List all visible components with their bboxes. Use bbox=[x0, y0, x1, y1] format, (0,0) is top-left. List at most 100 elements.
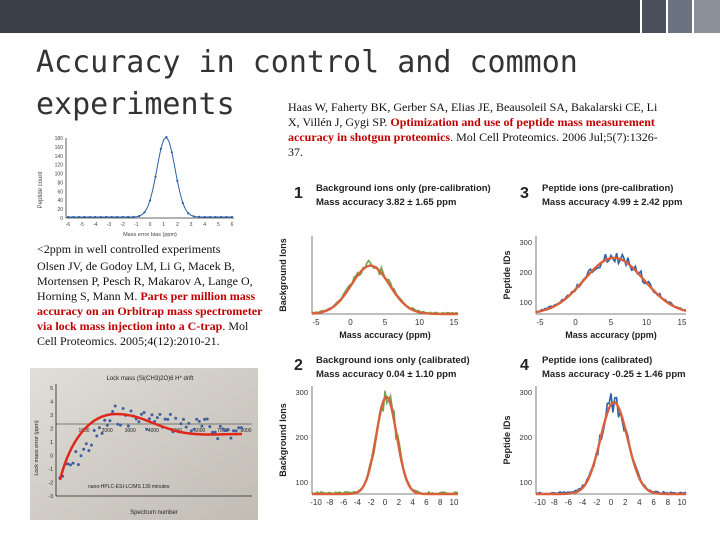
panel-number: 1 bbox=[294, 185, 303, 202]
top-banner-block bbox=[642, 0, 666, 33]
histogram-ytick-label: 180 bbox=[55, 136, 64, 142]
lockmass-point bbox=[71, 461, 75, 465]
histogram-ytick-label: 160 bbox=[55, 145, 64, 151]
panel-xtick-label: -6 bbox=[340, 498, 348, 506]
panel-observed-curve bbox=[535, 393, 687, 495]
panel-ytick-label: 100 bbox=[519, 298, 532, 307]
lockmass-point bbox=[195, 417, 199, 421]
lockmass-point bbox=[92, 429, 96, 432]
lockmass-point bbox=[168, 412, 172, 416]
histogram-xtick-label: 2 bbox=[176, 222, 179, 228]
lockmass-point bbox=[66, 462, 70, 466]
panel-xtick-label: 2 bbox=[623, 498, 628, 506]
lockmass-point bbox=[145, 427, 149, 431]
lockmass-title: Lock mass (Si(CH3)2O)6 H* drift bbox=[106, 376, 193, 382]
lockmass-ytick-label: 0 bbox=[50, 454, 53, 460]
histogram-xtick-label: -2 bbox=[120, 222, 125, 228]
lockmass-point bbox=[237, 426, 241, 430]
panel-ylabel: Background Ions bbox=[278, 238, 288, 312]
lockmass-point bbox=[218, 424, 222, 428]
panel-xtick-label: -8 bbox=[326, 498, 334, 506]
lockmass-point bbox=[197, 419, 201, 423]
histogram-ytick-label: 120 bbox=[55, 163, 64, 169]
histogram-point bbox=[94, 215, 97, 219]
lockmass-point bbox=[76, 463, 80, 467]
panel-accuracy: Mass accuracy 0.04 ± 1.10 ppm bbox=[316, 369, 456, 380]
lockmass-point bbox=[90, 443, 93, 447]
panel-xtick-label: 0 bbox=[573, 318, 578, 327]
lockmass-point bbox=[179, 422, 183, 426]
lockmass-ytick-label: 3 bbox=[50, 413, 53, 419]
lockmass-point bbox=[82, 447, 86, 451]
panel-fit-curve bbox=[535, 256, 687, 314]
histogram-xtick-label: 4 bbox=[203, 222, 206, 228]
panel-title: Background ions only (calibrated) bbox=[316, 355, 470, 366]
panel-xtick-label: -2 bbox=[593, 498, 601, 506]
panel-xtick-label: 0 bbox=[348, 318, 353, 327]
citation-caption: <2ppm in well controlled experiments bbox=[37, 242, 221, 256]
lockmass-point bbox=[140, 412, 143, 416]
lockmass-point bbox=[239, 426, 243, 430]
lockmass-figure: Lock mass (Si(CH3)2O)6 H* drift Lock mas… bbox=[30, 368, 258, 520]
panel-xtick-label: -6 bbox=[565, 498, 573, 506]
lockmass-xtick-label: 6000 bbox=[194, 428, 205, 434]
top-banner-block bbox=[694, 0, 720, 33]
lockmass-point bbox=[203, 417, 207, 421]
histogram-ytick-label: 20 bbox=[57, 207, 63, 213]
panel-xtick-label: -4 bbox=[354, 498, 362, 506]
lockmass-ytick-label: -1 bbox=[49, 467, 54, 473]
mass-accuracy-panels: 1 Background ions only (pre-calibration) M… bbox=[278, 183, 687, 506]
panel-ylabel: Peptide IDs bbox=[502, 415, 512, 464]
histogram-point bbox=[143, 211, 146, 214]
panel-ytick-label: 100 bbox=[519, 478, 532, 487]
lockmass-point bbox=[100, 431, 104, 435]
histogram-ytick-label: 100 bbox=[55, 172, 64, 178]
lockmass-point bbox=[184, 425, 188, 429]
panel-xtick-label: -4 bbox=[579, 498, 587, 506]
lockmass-point bbox=[103, 418, 107, 422]
top-banner-block bbox=[668, 0, 692, 33]
panel-accuracy: Mass accuracy -0.25 ± 1.46 ppm bbox=[542, 369, 686, 380]
lockmass-point bbox=[121, 407, 125, 410]
citation-title-link[interactable]: Optimization and use of peptide mass mea… bbox=[288, 115, 655, 144]
panel-3: 3 Peptide ions (pre-calibration) Mass accu… bbox=[502, 183, 687, 340]
histogram-point bbox=[66, 215, 70, 219]
lockmass-point bbox=[150, 413, 154, 417]
panel-title: Background ions only (pre-calibration) bbox=[316, 183, 491, 194]
lockmass-point bbox=[226, 428, 230, 432]
histogram-points bbox=[66, 136, 234, 219]
histogram-point bbox=[121, 215, 124, 219]
panel-xlabel: Mass accuracy (ppm) bbox=[339, 330, 431, 340]
lockmass-point bbox=[79, 454, 83, 458]
panel-ytick-label: 300 bbox=[295, 388, 308, 397]
panel-xtick-label: 0 bbox=[383, 498, 388, 506]
histogram-point bbox=[99, 215, 102, 219]
panel-xtick-label: 4 bbox=[637, 498, 642, 506]
histogram-point bbox=[77, 215, 80, 219]
lockmass-xtick-label: 8000 bbox=[240, 428, 251, 434]
panel-ylabel: Peptide IDs bbox=[502, 250, 512, 299]
lockmass-xtick-label: 2000 bbox=[102, 428, 113, 434]
lockmass-point bbox=[137, 420, 141, 424]
lockmass-ytick-label: -2 bbox=[49, 481, 54, 487]
panel-xtick-label: -10 bbox=[534, 498, 546, 506]
lockmass-xtick-label: 7000 bbox=[217, 428, 228, 434]
histogram-point bbox=[214, 215, 217, 219]
panel-fit-curve bbox=[312, 395, 458, 496]
panel-2: 2 Background ions only (calibrated) Mass a… bbox=[278, 355, 470, 506]
lockmass-xtick-label: 4000 bbox=[148, 428, 159, 434]
histogram-point bbox=[170, 151, 173, 154]
panel-ytick-label: 200 bbox=[519, 433, 532, 442]
panel-number: 4 bbox=[520, 357, 529, 374]
lockmass-point bbox=[174, 416, 178, 420]
histogram-point bbox=[187, 212, 190, 215]
histogram-point bbox=[198, 215, 201, 218]
citation-haas: Haas W, Faherty BK, Gerber SA, Elias JE,… bbox=[288, 100, 660, 160]
histogram-xtick-label: -6 bbox=[66, 222, 71, 228]
histogram-ytick-label: 80 bbox=[57, 180, 63, 186]
top-banner bbox=[0, 0, 720, 33]
panel-xtick-label: 10 bbox=[450, 498, 459, 506]
histogram-point bbox=[110, 215, 113, 219]
panel-number: 2 bbox=[294, 357, 303, 374]
citation-title-link[interactable]: Parts per million mass accuracy on an Or… bbox=[37, 289, 263, 333]
